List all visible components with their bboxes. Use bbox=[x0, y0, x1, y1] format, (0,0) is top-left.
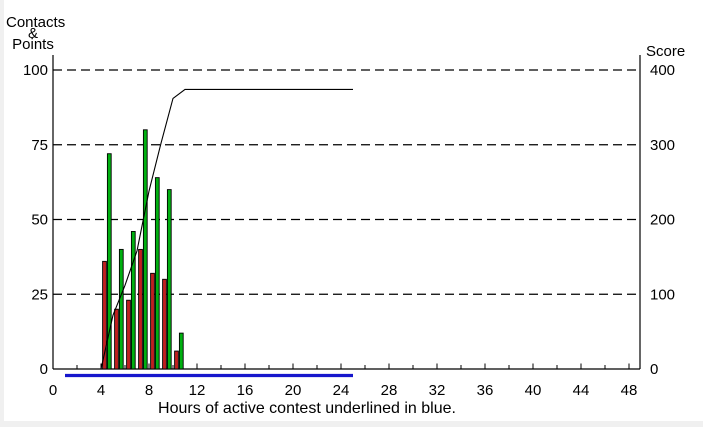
bar-points-per-hour-hour-6 bbox=[130, 231, 136, 370]
left-axis-title-line-2: & bbox=[27, 25, 38, 42]
bar-points-per-hour-hour-7 bbox=[142, 129, 148, 370]
bar-contacts-per-hour-hour-5 bbox=[114, 308, 119, 370]
y-right-tick-label-100: 100 bbox=[650, 286, 675, 303]
right-axis-title: Score bbox=[646, 43, 686, 60]
x-tick-label-44: 44 bbox=[573, 382, 590, 399]
x-tick-label-4: 4 bbox=[97, 382, 105, 399]
x-tick-label-32: 32 bbox=[429, 382, 446, 399]
bar-contacts-per-hour-hour-4 bbox=[102, 260, 107, 370]
left-axis-title: Contacts & Points bbox=[6, 14, 66, 53]
x-tick-label-40: 40 bbox=[525, 382, 542, 399]
y-left-tick-label-100: 100 bbox=[23, 62, 48, 79]
bar-contacts-per-hour-hour-7 bbox=[138, 248, 143, 370]
bar-points-per-hour-hour-10 bbox=[178, 332, 184, 370]
y-right-tick-label-200: 200 bbox=[650, 212, 675, 229]
x-tick-label-16: 16 bbox=[237, 382, 254, 399]
x-tick-label-20: 20 bbox=[285, 382, 302, 399]
y-left-tick-label-25: 25 bbox=[31, 286, 48, 303]
left-axis-title-line-3: Points bbox=[12, 36, 54, 53]
x-tick-label-0: 0 bbox=[49, 382, 57, 399]
bar-points-per-hour-hour-8 bbox=[154, 177, 160, 370]
y-right-tick-label-0: 0 bbox=[650, 361, 658, 378]
bar-contacts-per-hour-hour-10 bbox=[174, 350, 179, 370]
bar-points-per-hour-hour-5 bbox=[118, 248, 124, 370]
y-left-tick-label-0: 0 bbox=[40, 361, 48, 378]
x-tick-label-12: 12 bbox=[189, 382, 206, 399]
x-tick-label-48: 48 bbox=[621, 382, 638, 399]
bar-contacts-per-hour-hour-8 bbox=[150, 272, 155, 370]
x-tick-label-8: 8 bbox=[145, 382, 153, 399]
bar-contacts-per-hour-hour-9 bbox=[162, 278, 167, 370]
left-axis-title-line-1: Contacts bbox=[6, 14, 66, 31]
bar-points-per-hour-hour-4 bbox=[106, 153, 112, 370]
y-right-tick-label-400: 400 bbox=[650, 62, 675, 79]
x-tick-label-28: 28 bbox=[381, 382, 398, 399]
y-left-tick-label-50: 50 bbox=[31, 212, 48, 229]
bar-contacts-per-hour-hour-6 bbox=[126, 299, 131, 370]
bar-points-per-hour-hour-9 bbox=[166, 189, 172, 370]
y-right-tick-label-300: 300 bbox=[650, 137, 675, 154]
cumulative-score-line bbox=[100, 88, 353, 370]
x-tick-label-36: 36 bbox=[477, 382, 494, 399]
x-tick-label-24: 24 bbox=[333, 382, 350, 399]
y-left-tick-label-75: 75 bbox=[31, 137, 48, 154]
x-axis-title: Hours of active contest underlined in bl… bbox=[158, 400, 456, 417]
